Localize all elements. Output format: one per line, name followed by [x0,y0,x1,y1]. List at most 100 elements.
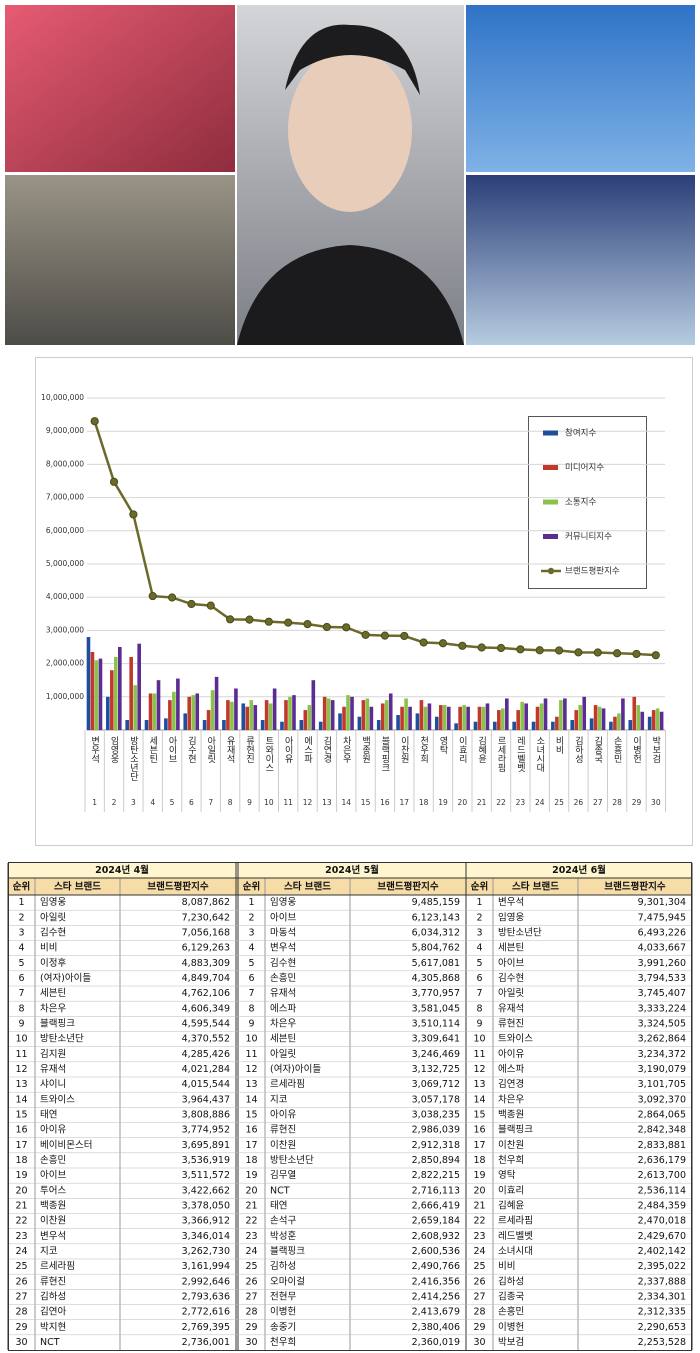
value-cell: 2,912,318 [412,1140,460,1151]
bar [501,708,505,730]
x-tick-label: 아일릿 [205,736,215,764]
rank-label: 30 [651,798,661,807]
value-cell: 4,305,868 [412,973,460,984]
x-tick-label: 백종원 [360,736,370,763]
legend-swatch [543,534,558,539]
value-cell: 2,312,335 [638,1307,686,1318]
bar [376,720,381,730]
bar [574,710,579,730]
name-cell: 변우석 [270,943,296,954]
value-cell: 4,033,667 [638,943,686,954]
name-cell: 지코 [40,1246,58,1257]
value-cell: 3,774,952 [182,1125,230,1136]
name-cell: 박성훈 [270,1230,296,1242]
rank-label: 16 [380,798,390,807]
column-header: 브랜드평판지수 [604,881,665,893]
bar [505,698,509,730]
bar [268,703,273,730]
bar [245,706,250,730]
name-cell: 김혜윤 [498,1199,524,1211]
value-cell: 2,334,301 [638,1291,686,1302]
x-tick-label: 차은우 [341,735,351,764]
rank-cell: 28 [15,1307,27,1318]
rank-cell: 21 [245,1200,257,1211]
legend-label: 참여지수 [565,428,596,439]
bar [462,705,466,730]
rank-label: 28 [612,798,622,807]
column-header: 브랜드평판지수 [377,881,438,893]
rank-cell: 30 [473,1337,485,1348]
line-marker [245,615,254,624]
rank-cell: 22 [473,1216,485,1227]
bar [206,710,211,730]
value-cell: 3,770,957 [412,988,460,999]
rank-cell: 6 [476,973,482,984]
line-marker [613,649,622,658]
value-cell: 3,324,505 [638,1018,686,1029]
rank-label: 27 [593,798,603,807]
bar [176,678,180,730]
bar [222,720,226,730]
bar [156,680,161,730]
bar [543,698,548,730]
line-marker [574,648,583,657]
bar [172,691,176,730]
bar [350,696,354,730]
photo [466,175,695,345]
bar [423,706,428,730]
x-tick-label: 이찬원 [399,736,409,763]
line-marker [651,651,660,660]
bar [651,710,656,730]
line-marker [90,417,99,426]
line-marker [361,630,370,640]
rank-cell: 2 [476,912,482,923]
value-cell: 3,422,662 [182,1185,230,1196]
rank-cell: 14 [245,1094,257,1105]
legend-label: 미디어지수 [565,462,604,473]
rank-cell: 19 [15,1170,27,1181]
y-tick-label: 7,000,000 [46,493,84,502]
bar [326,698,331,730]
value-cell: 2,636,179 [638,1155,686,1166]
name-cell: 박지현 [40,1322,66,1333]
bar [311,680,316,730]
rank-cell: 18 [245,1155,257,1166]
name-cell: 임영웅 [498,911,524,923]
bar [272,688,277,730]
name-cell: 이효리 [498,1185,524,1196]
x-tick-label: 세븐틴 [147,736,157,763]
bar [114,656,118,730]
name-cell: 이찬원 [498,1140,524,1151]
name-cell: 방탄소년단 [40,1034,84,1045]
rank-cell: 26 [245,1276,257,1287]
x-tick-label: 천우희 [418,736,428,764]
rank-label: 23 [516,798,526,807]
bar [214,676,219,730]
value-cell: 2,253,528 [638,1337,686,1348]
value-cell: 4,883,309 [182,958,230,969]
value-cell: 3,366,912 [182,1216,230,1227]
name-cell: 김수현 [270,957,296,969]
value-cell: 6,123,143 [412,912,460,923]
line-marker [496,643,506,653]
bar [539,703,544,730]
name-cell: 김무열 [270,1169,296,1181]
y-tick-label: 10,000,000 [41,393,84,402]
name-cell: 유재석 [270,988,296,999]
name-cell: 임영웅 [270,896,296,908]
rank-cell: 10 [15,1034,27,1045]
bar [466,706,470,730]
value-cell: 2,864,065 [638,1109,686,1120]
rank-label: 4 [150,798,155,807]
name-cell: 전현무 [270,1291,296,1302]
value-cell: 3,101,705 [638,1079,686,1090]
rank-cell: 17 [473,1140,485,1151]
value-cell: 4,021,284 [182,1064,230,1075]
name-cell: 이찬원 [270,1140,296,1151]
name-cell: 이병헌 [498,1322,524,1333]
bar [640,711,645,730]
month-header: 2024년 5월 [325,864,379,876]
bar [555,716,559,730]
name-cell: 오마이걸 [270,1275,305,1287]
rank-cell: 7 [476,988,482,999]
